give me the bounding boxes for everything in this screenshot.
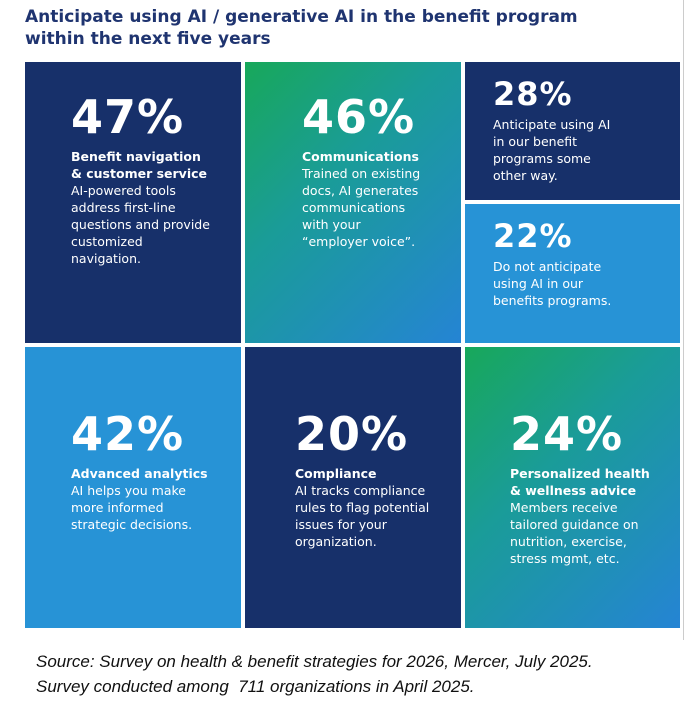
stat-description: Members receive tailored guidance on nut… bbox=[510, 500, 639, 566]
stat-tile: 24% Personalized health & wellness advice… bbox=[465, 347, 680, 628]
stat-heading: Advanced analytics bbox=[71, 466, 208, 481]
stat-description: Trained on existing docs, AI generates c… bbox=[302, 166, 421, 249]
divider bbox=[683, 0, 684, 640]
stat-percent: 20% bbox=[295, 407, 409, 461]
source-line: Source: Survey on health & benefit strat… bbox=[36, 652, 593, 671]
stat-percent: 22% bbox=[493, 217, 573, 255]
stat-description: AI tracks compliance rules to flag poten… bbox=[295, 483, 430, 549]
stat-percent: 42% bbox=[71, 407, 185, 461]
stat-percent: 28% bbox=[493, 75, 573, 113]
stat-heading: Benefit navigation & customer service bbox=[71, 149, 207, 181]
stat-tile: 28% Anticipate using AI in our benefit pr… bbox=[465, 62, 680, 200]
stat-percent: 47% bbox=[71, 90, 185, 144]
stat-description: Anticipate using AI in our benefit progr… bbox=[493, 117, 611, 183]
source-line: Survey conducted among 711 organizations… bbox=[36, 677, 475, 696]
stat-description: AI-powered tools address first-line ques… bbox=[71, 183, 210, 266]
title: Anticipate using AI / generative AI in t… bbox=[25, 7, 578, 49]
stat-description: Do not anticipate using AI in our benefi… bbox=[493, 259, 612, 308]
stat-tile: 47% Benefit navigation & customer service… bbox=[25, 62, 241, 343]
stat-heading: Personalized health & wellness advice bbox=[510, 466, 650, 498]
stat-percent: 46% bbox=[302, 90, 416, 144]
stat-tile: 42% Advanced analytics AI helps you make m… bbox=[25, 347, 241, 628]
stat-tile: 46% Communications Trained on existing doc… bbox=[245, 62, 461, 343]
stat-tile: 20% Compliance AI tracks compliance rules … bbox=[245, 347, 461, 628]
stat-description: AI helps you make more informed strategi… bbox=[71, 483, 193, 532]
stat-percent: 24% bbox=[510, 407, 624, 461]
stat-heading: Compliance bbox=[295, 466, 377, 481]
stat-heading: Communications bbox=[302, 149, 419, 164]
stat-tile: 22% Do not anticipate using AI in our ben… bbox=[465, 204, 680, 343]
